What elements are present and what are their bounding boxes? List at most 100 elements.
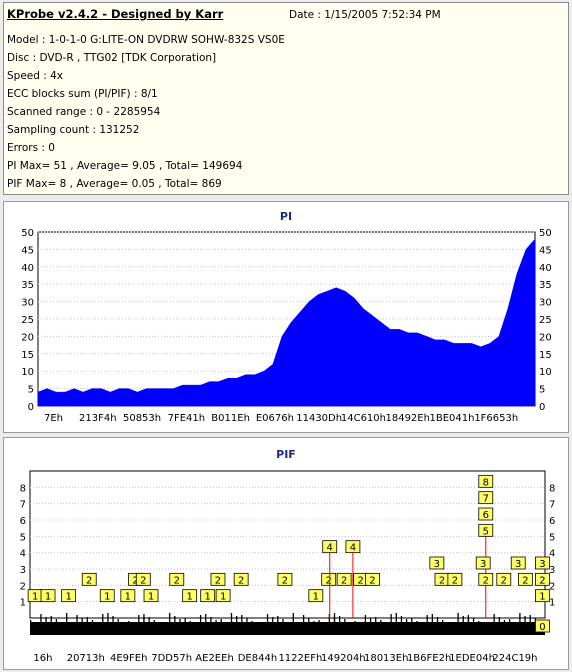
pif-y-tick-left: 7 <box>20 500 26 511</box>
pif-x-tick: 20713h <box>67 653 105 664</box>
ecc-line: ECC blocks sum (PI/PIF) : 8/1 <box>7 88 158 100</box>
pif-value-box <box>518 572 533 586</box>
pif-tick-mark <box>199 623 202 626</box>
pif-tick-mark <box>210 617 212 626</box>
pif-tick-mark <box>292 613 294 626</box>
pif-tick-mark <box>179 619 181 626</box>
pif-value-label: 2 <box>357 575 363 586</box>
pif-tick-mark <box>225 622 227 626</box>
pi-y-tick-right: 45 <box>539 245 552 256</box>
pif-value-label: 5 <box>483 526 489 537</box>
pif-value-label: 2 <box>501 575 507 586</box>
pif-x-tick: 149204h <box>321 653 366 664</box>
pif-value-box <box>120 589 136 603</box>
pif-value-label: 1 <box>186 592 192 603</box>
pif-tick-mark <box>447 623 449 626</box>
pif-tick-mark <box>400 616 403 626</box>
pif-tick-mark <box>66 613 68 626</box>
pif-tick-mark <box>478 621 480 626</box>
pif-tick-mark <box>282 619 284 626</box>
pif-tick-mark <box>261 623 264 626</box>
pif-tick-mark <box>318 620 320 626</box>
pi-y-tick-right: 35 <box>539 280 552 291</box>
pif-y-tick-left: 5 <box>20 532 26 543</box>
pi-y-tick-left: 0 <box>28 402 34 413</box>
pi-y-tick-left: 10 <box>21 367 34 378</box>
pif-tick-mark <box>344 619 346 626</box>
pif-tick-mark <box>380 620 382 626</box>
pif-tick-mark <box>426 615 428 626</box>
pi-x-tick: 7FE41h <box>168 413 206 424</box>
pif-tick-mark <box>117 619 119 626</box>
pif-tick-mark <box>81 618 83 626</box>
pi-y-tick-left: 30 <box>21 298 34 309</box>
pif-value-label: 2 <box>140 575 146 586</box>
pif-value-box <box>81 572 97 586</box>
pif-tick-mark <box>236 616 238 626</box>
pif-value-box <box>365 572 380 586</box>
pi-x-tick: 11430Dh <box>296 413 342 424</box>
pi-y-tick-left: 15 <box>21 350 34 361</box>
pif-value-box <box>345 540 361 554</box>
pif-value-label: 4 <box>350 543 356 554</box>
pi-y-tick-right: 0 <box>539 402 545 413</box>
pi-chart-panel: PI 0 0 5 5 10 10 15 15 20 20 25 25 30 30 35 35 40 40 45 45 5… <box>3 201 569 433</box>
pif-value-box <box>510 556 526 570</box>
pif-value-label: 2 <box>282 575 288 586</box>
pif-value-label: 3 <box>434 559 440 570</box>
pi-x-tick: 1BE041h <box>430 413 475 424</box>
pi-y-tick-left: 50 <box>21 228 34 239</box>
pif-y-tick-right: 5 <box>549 532 555 543</box>
pi-y-tick-left: 40 <box>21 263 34 274</box>
app-title: KProbe v2.4.2 - Designed by Karr <box>7 7 224 21</box>
pif-tick-mark <box>184 618 186 626</box>
pif-tick-mark <box>60 622 63 626</box>
pif-y-tick-right: 3 <box>549 565 555 576</box>
pif-tick-mark <box>55 619 58 626</box>
pif-tick-mark <box>467 615 470 626</box>
pif-chart-title: PIF <box>276 448 296 461</box>
pif-y-tick-left: 2 <box>20 581 26 592</box>
pif-value-label: 2 <box>174 575 180 586</box>
pif-tick-mark <box>205 614 207 626</box>
pif-value-label: 2 <box>86 575 92 586</box>
errors-line: Errors : 0 <box>7 142 55 154</box>
pif-tick-mark <box>133 624 135 626</box>
pif-stats-line: PIF Max= 8 , Average= 0.05 , Total= 869 <box>7 178 222 190</box>
pif-value-label: 2 <box>341 575 347 586</box>
scan-date: Date : 1/15/2005 7:52:34 PM <box>289 9 441 21</box>
pif-y-tick-left: 3 <box>20 565 26 576</box>
pif-value-box <box>535 556 550 570</box>
pif-tick-mark <box>148 617 150 626</box>
pif-value-label: 1 <box>45 592 51 603</box>
pif-value-box <box>143 589 159 603</box>
pif-tick-mark <box>436 617 439 626</box>
pif-tick-mark <box>220 619 222 626</box>
pif-value-label: 1 <box>65 592 71 603</box>
pif-value-box <box>277 572 293 586</box>
pi-x-tick: 213F4h <box>79 413 117 424</box>
pif-tick-mark <box>40 614 42 626</box>
pif-tick-mark <box>354 621 356 626</box>
speed-line: Speed : 4x <box>7 70 64 82</box>
pif-value-box <box>61 589 77 603</box>
pif-tick-mark <box>462 616 464 626</box>
pi-y-tick-right: 50 <box>539 228 552 239</box>
pif-tick-mark <box>30 620 32 626</box>
pif-tick-mark <box>323 623 325 626</box>
pif-tick-mark <box>272 617 274 626</box>
pif-value-box <box>535 589 550 603</box>
pif-tick-mark <box>122 622 124 626</box>
pif-tick-mark <box>364 615 367 626</box>
pif-tick-mark <box>339 616 341 626</box>
pif-tick-mark <box>251 621 253 626</box>
pif-tick-mark <box>493 614 495 626</box>
range-line: Scanned range : 0 - 2285954 <box>7 106 161 118</box>
pi-stats-line: PI Max= 51 , Average= 9.05 , Total= 1496… <box>7 160 243 172</box>
pif-x-tick: DE844h <box>238 653 277 664</box>
pif-tick-mark <box>472 618 475 626</box>
pi-y-tick-right: 10 <box>539 367 552 378</box>
pif-value-box <box>478 474 494 488</box>
pif-tick-mark <box>246 618 248 626</box>
